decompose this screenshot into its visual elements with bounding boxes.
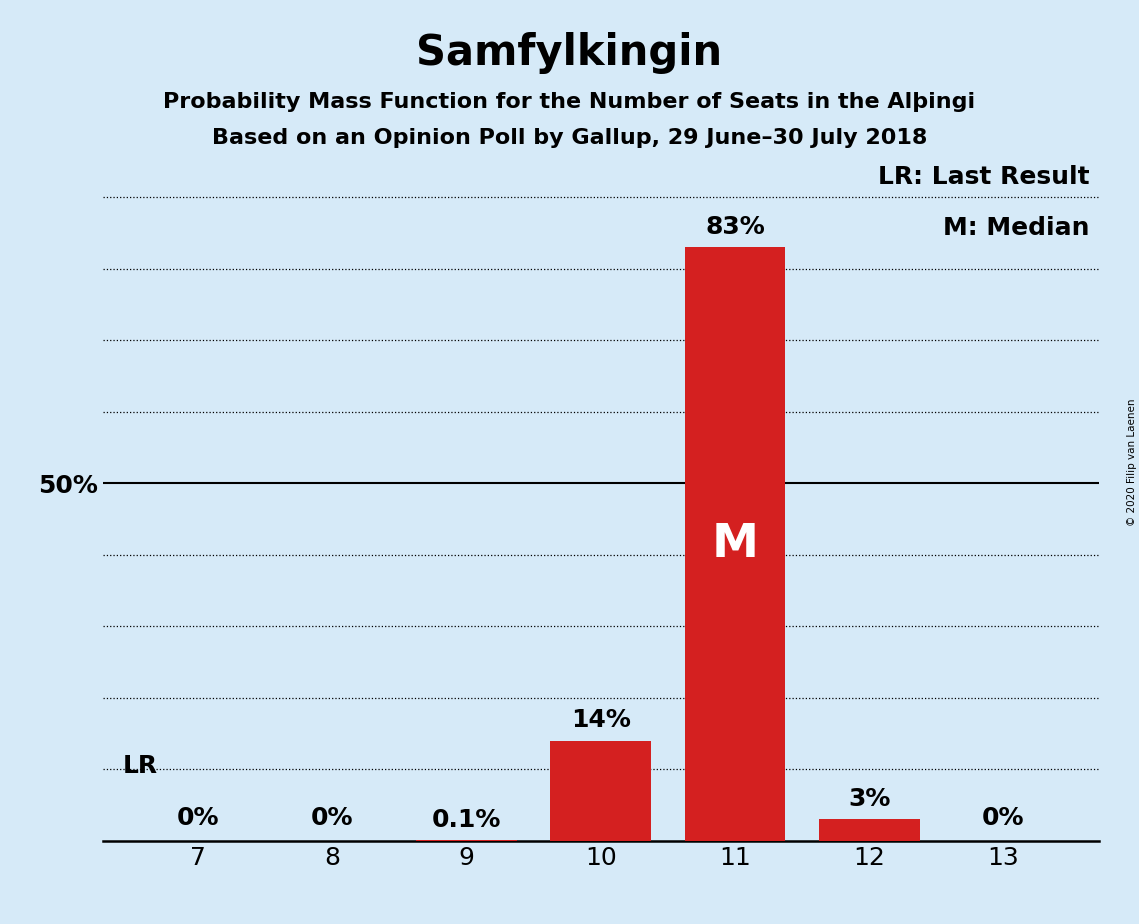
Text: 0%: 0%: [311, 806, 353, 830]
Text: 0.1%: 0.1%: [432, 808, 501, 832]
Bar: [685, 248, 786, 841]
Text: Samfylkingin: Samfylkingin: [417, 32, 722, 74]
Text: 83%: 83%: [705, 215, 765, 239]
Text: Based on an Opinion Poll by Gallup, 29 June–30 July 2018: Based on an Opinion Poll by Gallup, 29 J…: [212, 128, 927, 148]
Text: 0%: 0%: [982, 806, 1025, 830]
Text: Probability Mass Function for the Number of Seats in the Alþingi: Probability Mass Function for the Number…: [163, 92, 976, 113]
Text: © 2020 Filip van Laenen: © 2020 Filip van Laenen: [1126, 398, 1137, 526]
Text: 14%: 14%: [571, 708, 631, 732]
Text: M: Median: M: Median: [943, 216, 1089, 240]
Text: 3%: 3%: [849, 787, 891, 811]
Text: LR: LR: [123, 754, 157, 778]
Bar: [550, 741, 652, 841]
Bar: [819, 820, 919, 841]
Text: M: M: [712, 522, 759, 566]
Text: LR: Last Result: LR: Last Result: [877, 165, 1089, 189]
Text: 0%: 0%: [177, 806, 220, 830]
